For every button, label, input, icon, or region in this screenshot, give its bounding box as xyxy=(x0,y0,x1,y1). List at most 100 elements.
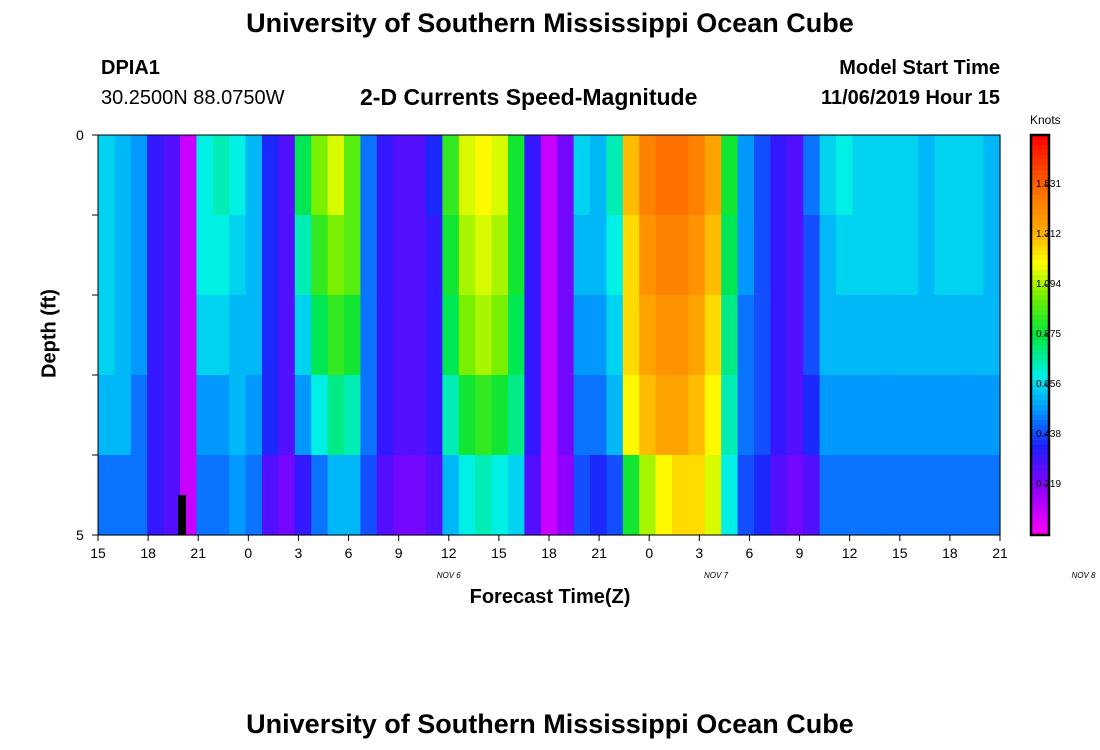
heatmap-cell xyxy=(901,375,919,456)
heatmap-cell xyxy=(508,295,525,376)
heatmap-cell xyxy=(114,455,132,536)
heatmap-cell xyxy=(491,295,509,376)
heatmap-cell xyxy=(639,215,657,296)
heatmap-cell xyxy=(836,135,853,216)
heatmap-cell xyxy=(819,135,837,216)
heatmap-cell xyxy=(163,215,181,296)
heatmap-cell xyxy=(573,135,591,216)
heatmap-cell xyxy=(360,215,378,296)
colorbar-segment xyxy=(1031,485,1049,491)
heatmap-cell xyxy=(196,295,214,376)
heatmap-cell xyxy=(704,295,722,376)
heatmap-cell xyxy=(803,375,821,456)
heatmap-cell xyxy=(540,375,558,456)
heatmap-cell xyxy=(147,215,165,296)
colorbar-segment xyxy=(1031,525,1049,531)
heatmap-cell xyxy=(967,135,985,216)
colorbar-segment xyxy=(1031,310,1049,316)
heatmap-cell xyxy=(622,135,640,216)
heatmap-cell xyxy=(606,375,624,456)
heatmap-cell xyxy=(934,455,952,536)
heatmap-cell xyxy=(639,455,657,536)
heatmap-cell xyxy=(704,375,722,456)
colorbar-segment xyxy=(1031,155,1049,161)
heatmap-cell xyxy=(737,375,755,456)
heatmap-cell xyxy=(360,295,378,376)
day-label: NOV 8 xyxy=(1071,571,1096,580)
heatmap-cell xyxy=(983,135,1001,216)
heatmap-cell xyxy=(98,375,115,456)
x-tick-label: 0 xyxy=(244,545,253,561)
colorbar-segment xyxy=(1031,500,1049,506)
heatmap-cell xyxy=(819,455,837,536)
heatmap-cell xyxy=(655,135,673,216)
heatmap-cell xyxy=(98,215,115,296)
heatmap-cell xyxy=(229,135,247,216)
heatmap-cell xyxy=(344,455,361,536)
heatmap-cell xyxy=(245,295,263,376)
heatmap-cell xyxy=(639,375,657,456)
heatmap-cell xyxy=(852,215,870,296)
heatmap-cell xyxy=(672,215,689,296)
heatmap-cell xyxy=(786,295,804,376)
colorbar-segment xyxy=(1031,165,1049,171)
heatmap-cell xyxy=(557,455,575,536)
colorbar-segment xyxy=(1031,365,1049,371)
heatmap-cell xyxy=(327,215,345,296)
colorbar-segment xyxy=(1031,220,1049,226)
heatmap-cell xyxy=(180,215,197,296)
colorbar-segment xyxy=(1031,430,1049,436)
colorbar-segment xyxy=(1031,315,1049,321)
colorbar-segment xyxy=(1031,510,1049,516)
heatmap-cell xyxy=(196,455,214,536)
colorbar-segment xyxy=(1031,375,1049,381)
heatmap-cell xyxy=(737,455,755,536)
x-tick-label: 6 xyxy=(745,545,754,561)
x-tick-label: 21 xyxy=(992,545,1008,561)
heatmap-cell xyxy=(573,295,591,376)
heatmap-cell xyxy=(245,455,263,536)
x-tick-label: 15 xyxy=(491,545,507,561)
heatmap-cell xyxy=(737,295,755,376)
heatmap-cell xyxy=(130,375,148,456)
heatmap-cell xyxy=(180,375,197,456)
heatmap-cell xyxy=(130,135,148,216)
heatmap-cell xyxy=(688,455,706,536)
heatmap-cell xyxy=(622,455,640,536)
heatmap-cell xyxy=(622,215,640,296)
heatmap-cell xyxy=(655,455,673,536)
colorbar-segment xyxy=(1031,380,1049,386)
colorbar-segment xyxy=(1031,300,1049,306)
heatmap-cell xyxy=(606,295,624,376)
heatmap-cell xyxy=(163,455,181,536)
heatmap-cell xyxy=(590,215,607,296)
colorbar-segment xyxy=(1031,185,1049,191)
colorbar-segment xyxy=(1031,305,1049,311)
heatmap-cell xyxy=(983,295,1001,376)
heatmap-cell xyxy=(344,215,361,296)
heatmap-cell xyxy=(934,215,952,296)
heatmap-cell xyxy=(770,375,788,456)
colorbar-tick-label: 1.094 xyxy=(1036,278,1062,290)
heatmap-cell xyxy=(311,375,329,456)
heatmap-cell xyxy=(524,215,542,296)
heatmap-cell xyxy=(557,215,575,296)
colorbar-segment xyxy=(1031,360,1049,366)
heatmap-cell xyxy=(540,135,558,216)
heatmap-cell xyxy=(868,135,886,216)
heatmap-cell xyxy=(967,455,985,536)
heatmap-cell xyxy=(950,375,968,456)
heatmap-cell xyxy=(376,215,394,296)
heatmap-cell xyxy=(229,375,247,456)
colorbar-segment xyxy=(1031,420,1049,426)
heatmap-cell xyxy=(130,215,148,296)
heatmap-cell xyxy=(344,135,361,216)
heatmap-cell xyxy=(475,295,493,376)
heatmap-cell xyxy=(819,295,837,376)
heatmap-cell xyxy=(786,455,804,536)
colorbar-segment xyxy=(1031,460,1049,466)
heatmap-cell xyxy=(376,455,394,536)
colorbar-segment xyxy=(1031,400,1049,406)
colorbar-segment xyxy=(1031,295,1049,301)
colorbar-tick-label: 0.875 xyxy=(1036,329,1062,340)
